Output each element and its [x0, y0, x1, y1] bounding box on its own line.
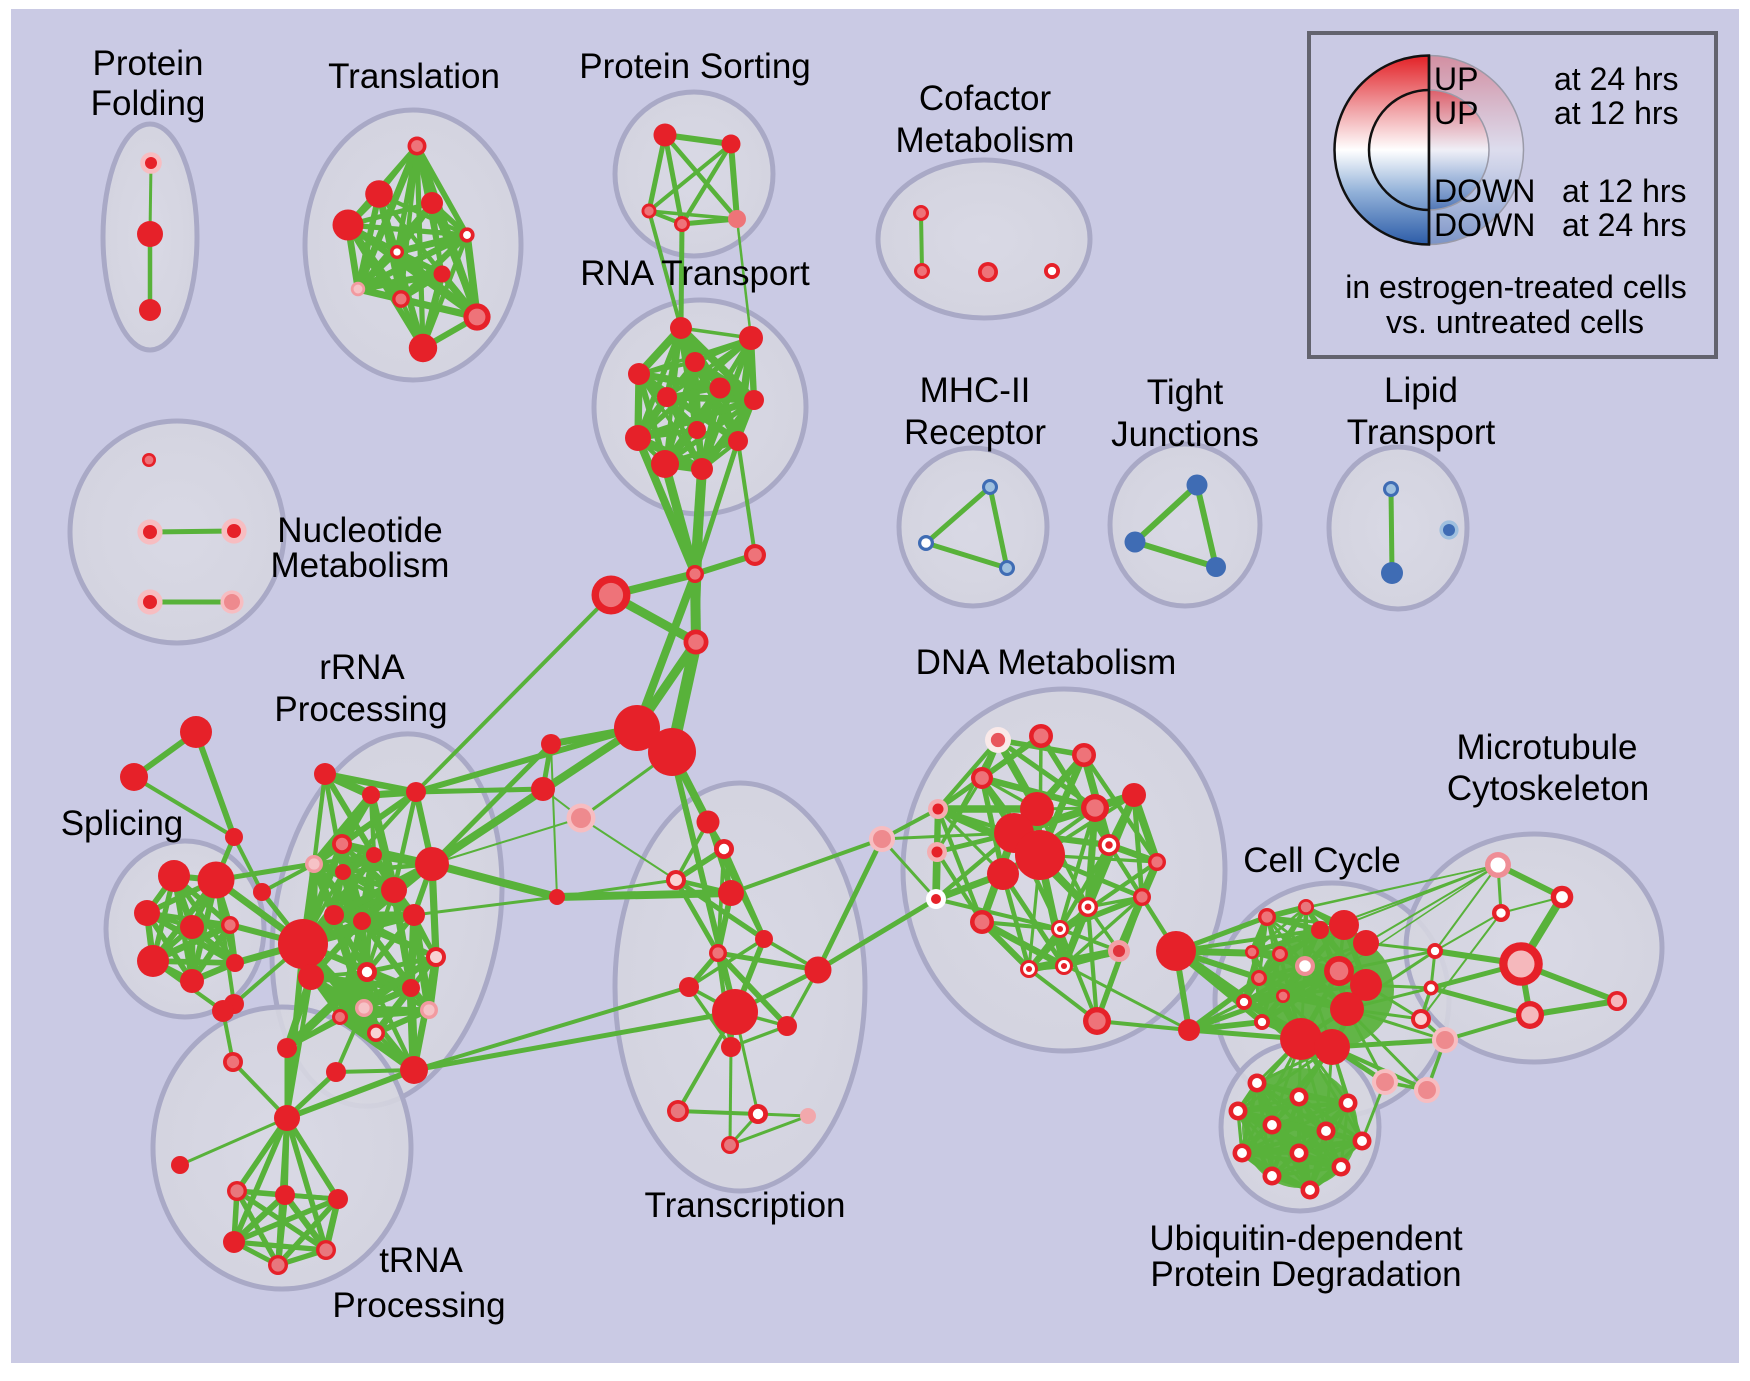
svg-text:MHC-II: MHC-II: [920, 371, 1031, 410]
svg-text:Processing: Processing: [274, 690, 447, 729]
svg-text:at 12 hrs: at 12 hrs: [1562, 173, 1687, 209]
svg-text:Lipid: Lipid: [1384, 371, 1458, 410]
svg-text:Ubiquitin-dependent: Ubiquitin-dependent: [1149, 1219, 1463, 1258]
svg-text:Transcription: Transcription: [645, 1186, 846, 1225]
svg-text:at 24 hrs: at 24 hrs: [1554, 61, 1679, 97]
svg-text:Protein Sorting: Protein Sorting: [579, 47, 811, 86]
svg-text:Microtubule: Microtubule: [1457, 728, 1638, 767]
svg-text:Cytoskeleton: Cytoskeleton: [1447, 769, 1649, 808]
svg-text:Cofactor: Cofactor: [919, 79, 1052, 118]
svg-text:Nucleotide: Nucleotide: [277, 511, 442, 550]
svg-text:vs. untreated cells: vs. untreated cells: [1386, 304, 1644, 340]
svg-text:Cell Cycle: Cell Cycle: [1243, 841, 1401, 880]
svg-text:rRNA: rRNA: [319, 648, 405, 687]
svg-text:Processing: Processing: [332, 1286, 505, 1325]
svg-text:UP: UP: [1434, 95, 1478, 131]
svg-text:Metabolism: Metabolism: [271, 546, 450, 585]
svg-text:RNA Transport: RNA Transport: [580, 254, 810, 293]
svg-text:at 12 hrs: at 12 hrs: [1554, 95, 1679, 131]
svg-text:DNA Metabolism: DNA Metabolism: [916, 643, 1177, 682]
svg-text:Translation: Translation: [328, 57, 500, 96]
svg-text:Transport: Transport: [1347, 413, 1496, 452]
svg-text:Splicing: Splicing: [61, 804, 184, 843]
svg-text:Protein Degradation: Protein Degradation: [1150, 1255, 1461, 1294]
svg-text:UP: UP: [1434, 61, 1478, 97]
svg-text:Protein: Protein: [93, 44, 204, 83]
svg-text:DOWN: DOWN: [1434, 173, 1535, 209]
svg-text:tRNA: tRNA: [379, 1241, 463, 1280]
svg-text:in estrogen-treated cells: in estrogen-treated cells: [1345, 269, 1687, 305]
svg-text:Metabolism: Metabolism: [896, 121, 1075, 160]
svg-text:Junctions: Junctions: [1111, 415, 1259, 454]
svg-text:Folding: Folding: [91, 84, 206, 123]
svg-text:at 24 hrs: at 24 hrs: [1562, 207, 1687, 243]
svg-text:Tight: Tight: [1147, 373, 1224, 412]
svg-text:DOWN: DOWN: [1434, 207, 1535, 243]
svg-text:Receptor: Receptor: [904, 413, 1046, 452]
